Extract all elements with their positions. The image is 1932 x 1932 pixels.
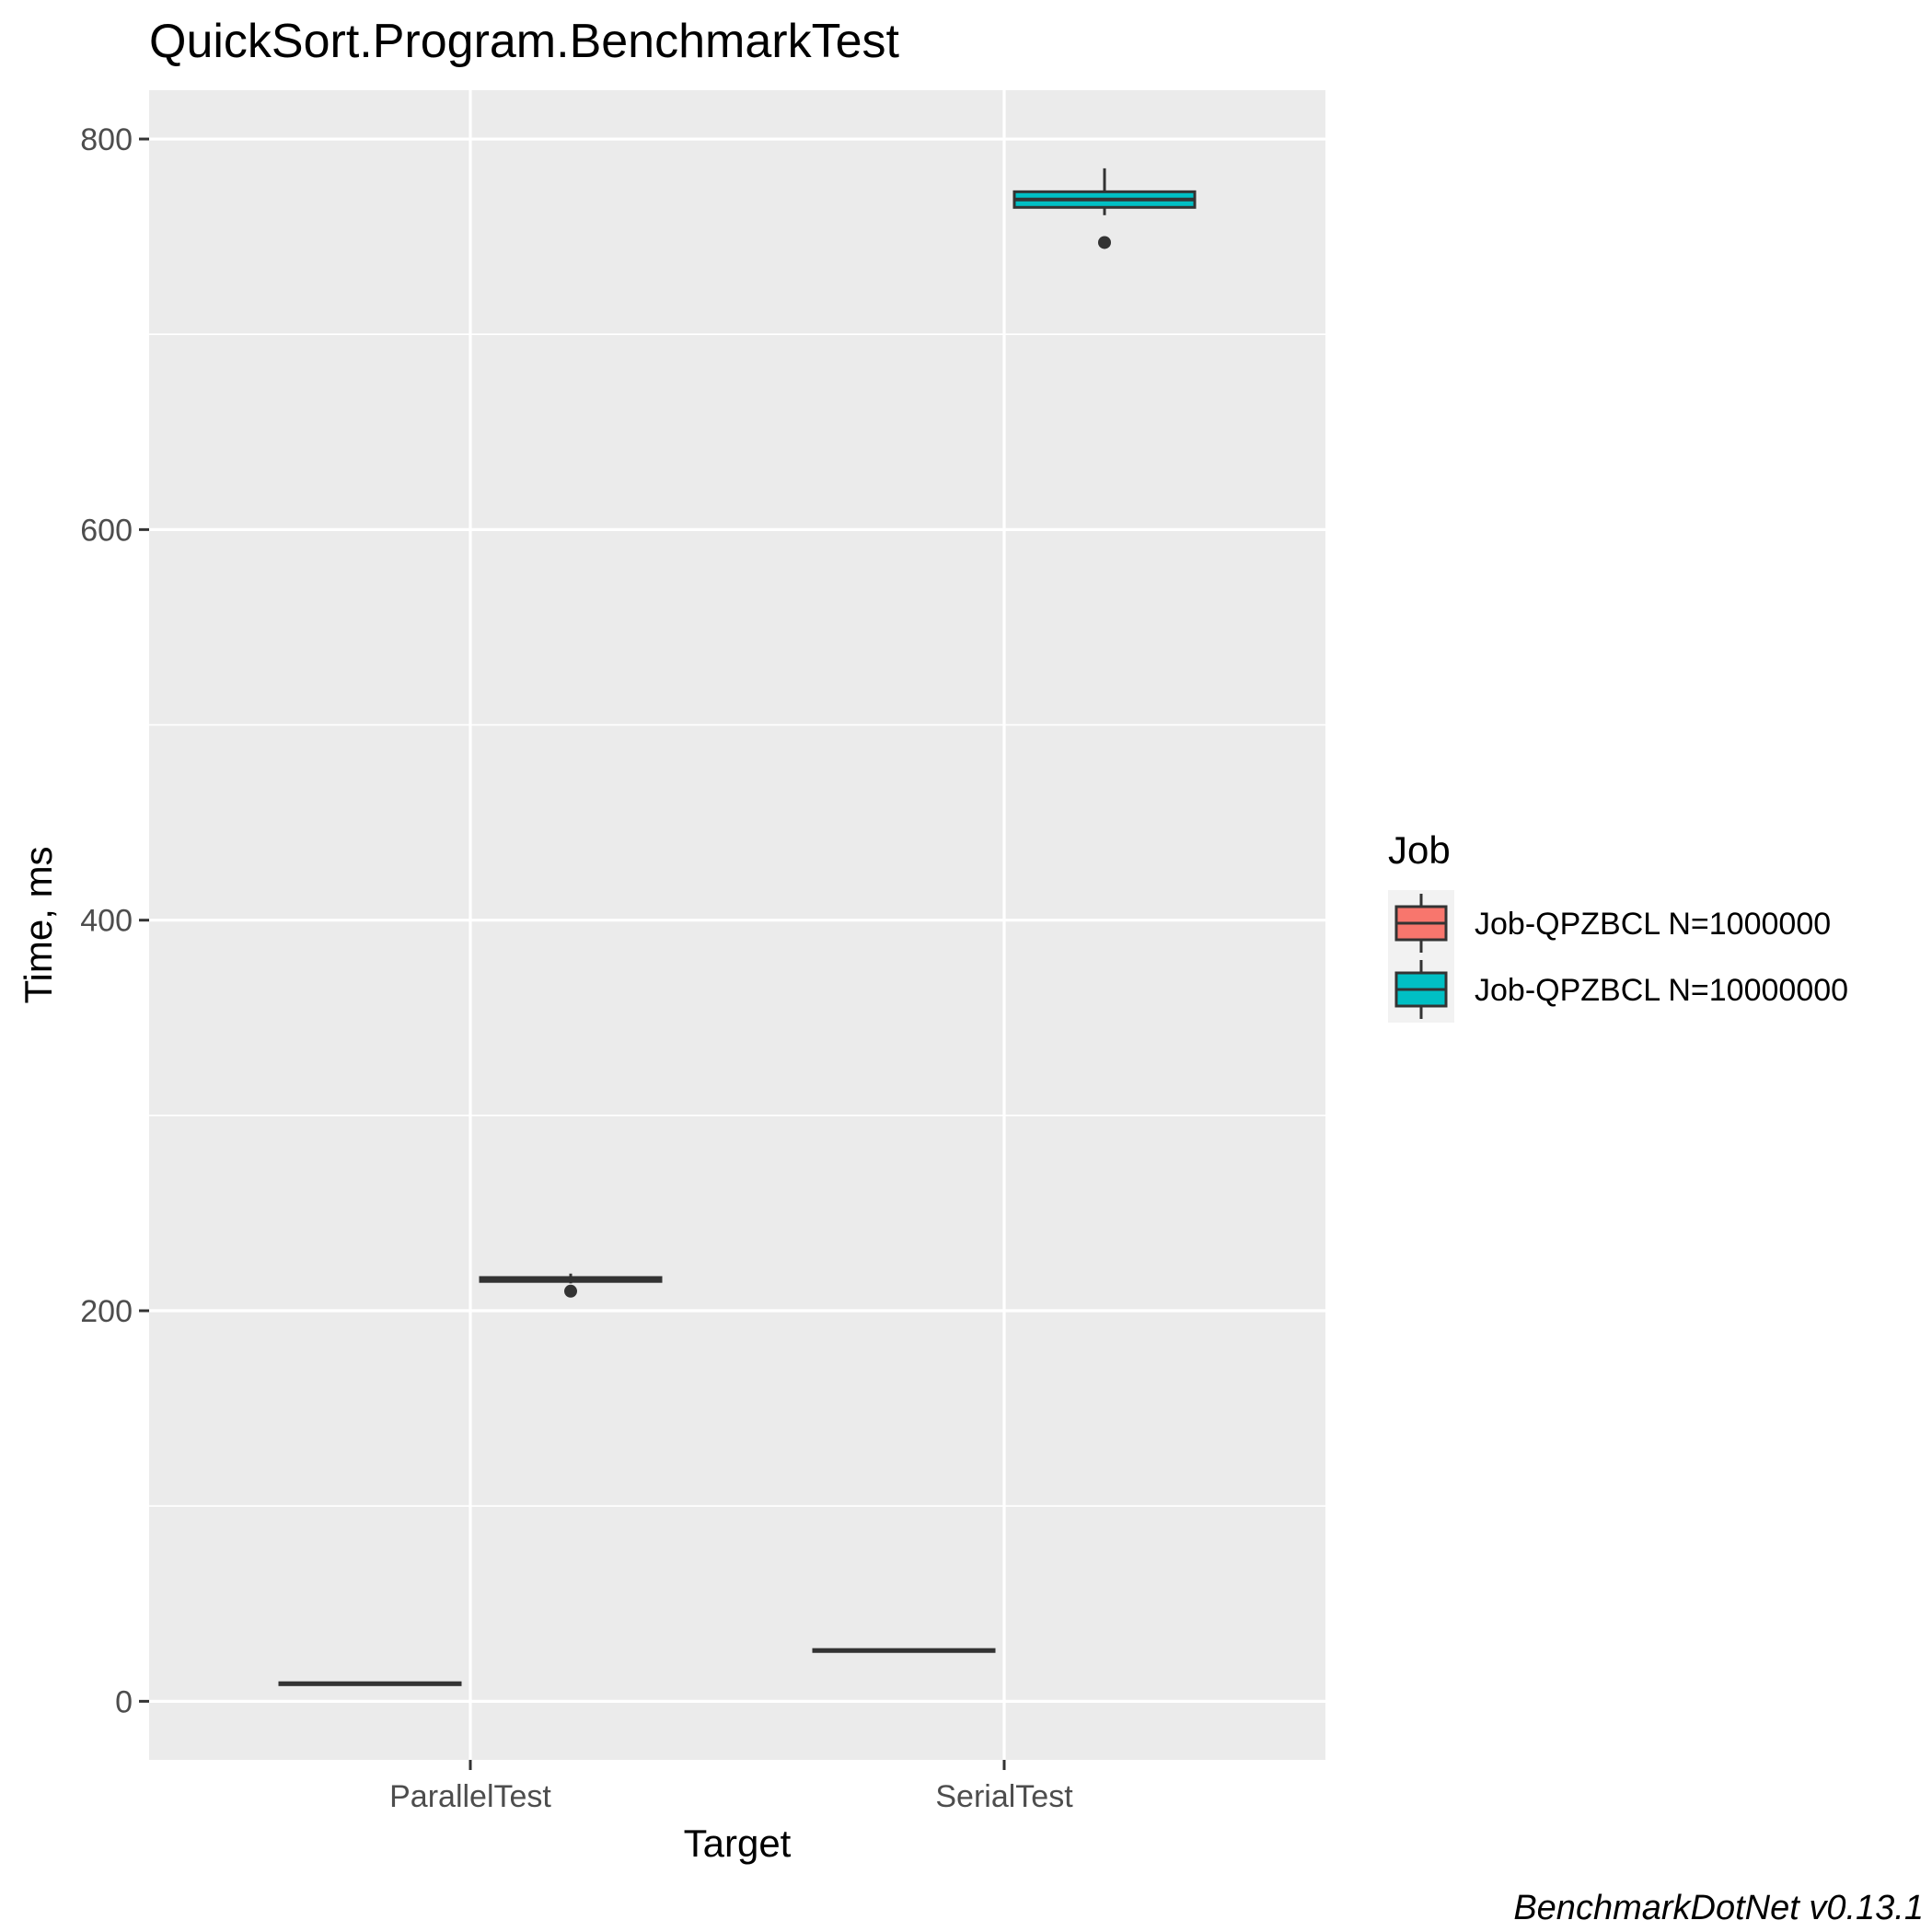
y-axis: 0 200 400 600 800 [80, 122, 149, 1719]
y-tick-label: 200 [80, 1294, 133, 1329]
box-serialtest-0 [812, 1648, 996, 1653]
x-axis: ParallelTest SerialTest [389, 1760, 1073, 1814]
chart-title: QuickSort.Program.BenchmarkTest [149, 15, 899, 68]
outlier-point [1098, 236, 1111, 249]
y-tick-label: 400 [80, 904, 133, 939]
legend-item-1: Job-QPZBCL N=10000000 [1388, 956, 1848, 1023]
grid-lines [149, 90, 1325, 1760]
y-tick-label: 0 [115, 1684, 133, 1719]
legend-label: Job-QPZBCL N=1000000 [1475, 907, 1831, 942]
legend: Job Job-QPZBCL N=1000000 Job-QPZBCL N=100… [1388, 828, 1848, 1023]
legend-item-0: Job-QPZBCL N=1000000 [1388, 890, 1831, 956]
box-paralleltest-1 [479, 1273, 663, 1298]
outlier-point [564, 1284, 577, 1298]
box-plots [278, 168, 1197, 1686]
x-axis-title: Target [684, 1822, 792, 1865]
x-tick-label: ParallelTest [389, 1779, 551, 1814]
caption: BenchmarkDotNet v0.13.1 [1513, 1889, 1924, 1927]
legend-title: Job [1388, 828, 1451, 872]
x-tick-label: SerialTest [935, 1779, 1073, 1814]
box-paralleltest-0 [278, 1681, 462, 1686]
legend-label: Job-QPZBCL N=10000000 [1475, 973, 1848, 1008]
plot-panel [149, 90, 1325, 1760]
y-tick-label: 600 [80, 513, 133, 548]
y-tick-label: 800 [80, 122, 133, 157]
box-serialtest-1 [1012, 168, 1197, 249]
y-axis-title: Time, ms [17, 846, 60, 1003]
